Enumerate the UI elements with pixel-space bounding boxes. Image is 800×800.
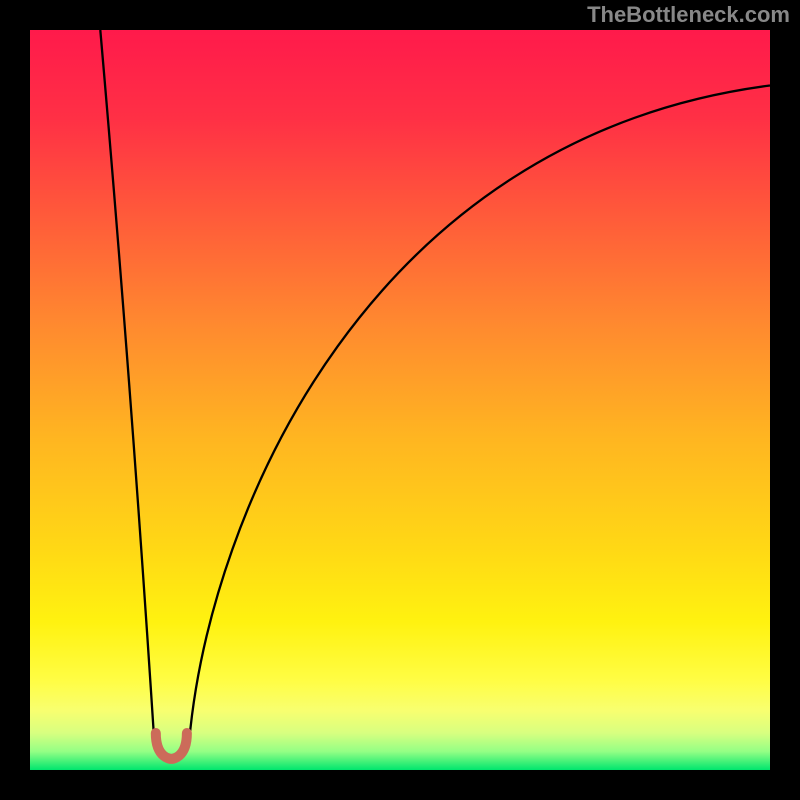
chart-svg <box>0 0 800 800</box>
attribution-text: TheBottleneck.com <box>587 2 790 28</box>
figure-wrap: { "attribution": { "text": "TheBottlenec… <box>0 0 800 800</box>
gradient-background <box>30 30 770 770</box>
